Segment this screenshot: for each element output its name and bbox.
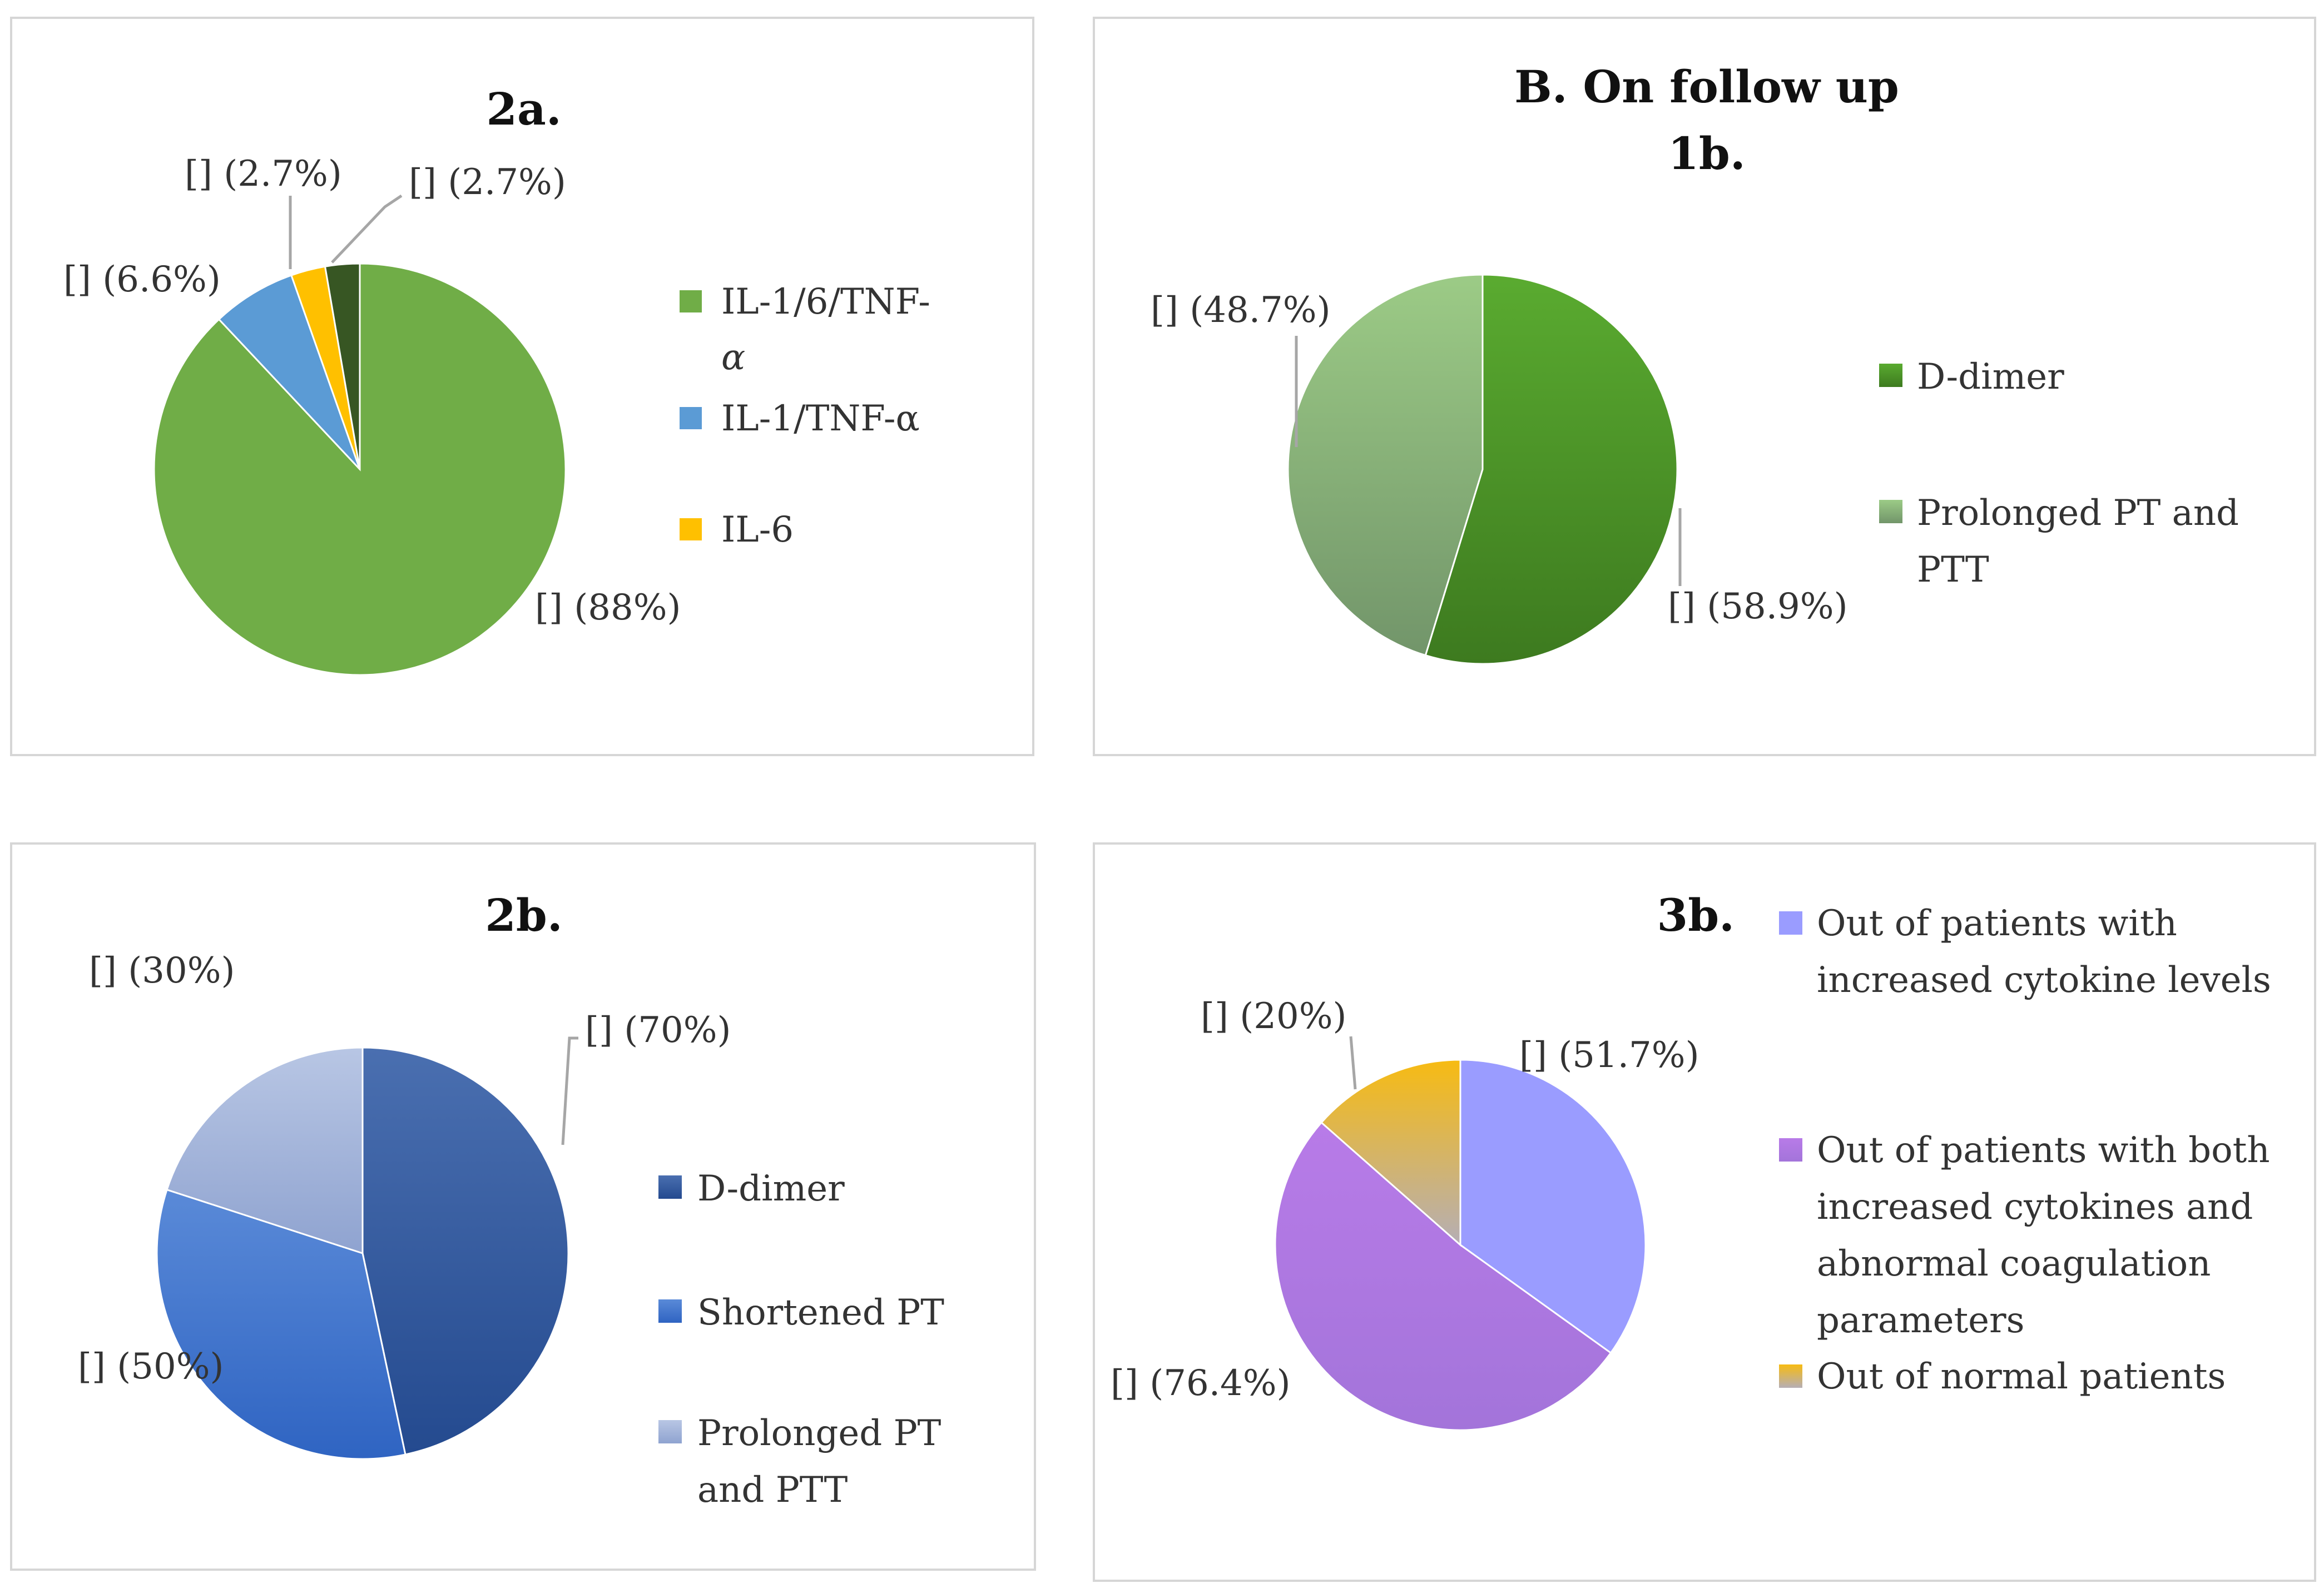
pie-slice-1b-1 (1287, 274, 1484, 657)
slice-label-2a-0: [] (88%) (535, 587, 681, 628)
legend-swatch-3b-2 (1779, 1364, 1802, 1388)
slice-label-1b-0: [] (58.9%) (1668, 586, 1848, 627)
legend-swatch-2a-1 (680, 407, 702, 429)
legend-label-2b-0: D-dimer (697, 1168, 845, 1209)
chart-panel-2a: 2a. [] (88%) [] (6.6%) [] (2.7%) [] (2.7… (10, 17, 1034, 756)
legend-label-3b-0-cont: increased cytokine levels (1817, 960, 2271, 1001)
legend-label-3b-1-cont3: parameters (1817, 1300, 2024, 1341)
legend-label-2b-2: Prolonged PT (697, 1413, 942, 1454)
legend-label-2a-2: IL-6 (721, 509, 794, 550)
pie-slice-2a-1 (217, 274, 361, 470)
slice-label-2b-1: [] (50%) (78, 1346, 224, 1387)
slice-label-3b-1: [] (76.4%) (1111, 1363, 1291, 1404)
legend-swatch-2b-2 (658, 1420, 682, 1443)
legend-label-2b-2-cont: and PTT (697, 1470, 848, 1511)
chart-title-1b-line2: 1b. (1668, 127, 1745, 180)
pie-slice-3b-2 (1320, 1059, 1461, 1247)
pie-slice-2b-0 (361, 1046, 569, 1456)
slice-label-2a-2: [] (2.7%) (185, 153, 342, 195)
chart-panel-2b: 2b. [] (70%) [] (50%) [] (30%) D-dimer S… (10, 842, 1036, 1571)
slice-label-3b-0: [] (51.7%) (1519, 1035, 1699, 1076)
pie-slice-1b-0 (1424, 274, 1678, 665)
slice-label-2a-1: [] (6.6%) (63, 259, 221, 300)
slice-label-3b-2: [] (20%) (1201, 996, 1346, 1037)
leader-line-2a-3 (331, 194, 403, 264)
slice-label-2a-3: [] (2.7%) (409, 162, 566, 203)
legend-label-2a-0-cont: α (721, 337, 745, 378)
chart-panel-3b: 3b. [] (51.7%) [] (76.4%) [] (20%) Out o… (1093, 842, 2316, 1582)
legend-label-2b-1: Shortened PT (697, 1292, 944, 1333)
legend-label-3b-1-cont2: abnormal coagulation (1817, 1243, 2211, 1284)
legend-label-1b-0: D-dimer (1917, 356, 2064, 398)
legend-label-3b-1-cont1: increased cytokines and (1817, 1187, 2253, 1228)
legend-label-1b-1: Prolonged PT and (1917, 493, 2239, 534)
legend-label-3b-0: Out of patients with (1817, 903, 2177, 944)
slice-label-2b-2: [] (30%) (89, 950, 235, 991)
pie-slice-3b-0 (1459, 1059, 1647, 1354)
legend-swatch-2a-0 (680, 290, 702, 312)
chart-title-3b: 3b. (1657, 889, 1735, 941)
legend-swatch-2a-2 (680, 518, 702, 540)
legend-swatch-2b-1 (658, 1299, 682, 1323)
pie-slice-2a-3 (324, 262, 361, 470)
legend-label-2a-0: IL-1/6/TNF- (721, 281, 930, 322)
chart-1b: B. On follow up 1b. [] (58.9%) [] (48.7%… (1151, 61, 2239, 665)
legend-swatch-1b-1 (1879, 500, 1902, 523)
chart-3b: 3b. [] (51.7%) [] (76.4%) [] (20%) Out o… (1111, 889, 2271, 1431)
pie-3b (1274, 1059, 1647, 1431)
pie-2a (153, 262, 567, 676)
legend-label-2a-1: IL-1/TNF-α (721, 398, 920, 439)
leader-line-2b-0 (561, 1036, 578, 1145)
chart-panel-1b: B. On follow up 1b. [] (58.9%) [] (48.7%… (1093, 17, 2316, 756)
pie-slice-2b-2 (166, 1046, 364, 1255)
slice-label-1b-1: [] (48.7%) (1151, 290, 1331, 331)
leader-line-3b-2 (1349, 1036, 1357, 1090)
chart-title-2b: 2b. (485, 889, 562, 941)
chart-2a: 2a. [] (88%) [] (6.6%) [] (2.7%) [] (2.7… (63, 83, 930, 676)
legend-swatch-1b-0 (1879, 364, 1902, 387)
pie-1b (1287, 274, 1678, 665)
chart-title-1b-line1: B. On follow up (1514, 61, 1899, 113)
legend-swatch-2b-0 (658, 1175, 682, 1199)
legend-label-3b-1: Out of patients with both (1817, 1130, 2270, 1171)
pie-slice-3b-1 (1274, 1121, 1612, 1431)
pie-slice-2b-1 (156, 1188, 407, 1460)
legend-label-1b-1-cont: PTT (1917, 549, 1989, 590)
pie-2b (156, 1046, 569, 1460)
chart-2b: 2b. [] (70%) [] (50%) [] (30%) D-dimer S… (78, 889, 944, 1511)
legend-swatch-3b-1 (1779, 1138, 1802, 1162)
slice-label-2b-0: [] (70%) (585, 1010, 731, 1051)
legend-swatch-3b-0 (1779, 911, 1802, 935)
legend-label-3b-2: Out of normal patients (1817, 1356, 2226, 1397)
chart-title-2a: 2a. (486, 83, 561, 135)
